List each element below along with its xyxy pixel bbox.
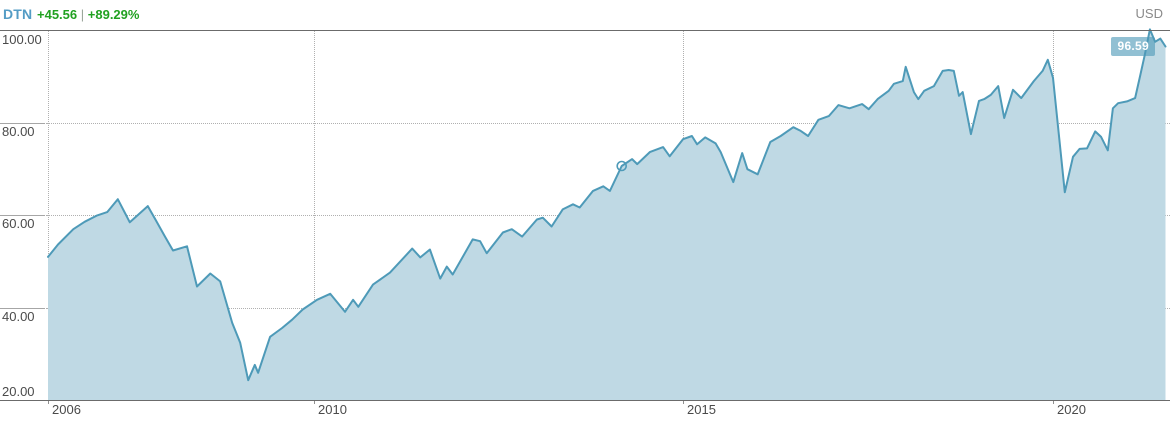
change-absolute: +45.56 <box>37 7 78 22</box>
price-axis-label: 80.00 <box>2 124 35 140</box>
time-axis-label: 2010 <box>318 402 347 417</box>
time-axis-label: 2006 <box>52 402 81 417</box>
price-gridline-segment <box>0 307 45 309</box>
price-axis-label: 40.00 <box>2 308 35 324</box>
time-axis-label: 2020 <box>1057 402 1086 417</box>
price-line <box>47 28 1167 382</box>
currency-label: USD <box>1135 6 1163 21</box>
price-gridline-segment <box>0 123 45 125</box>
year-gridline <box>314 30 315 400</box>
price-axis-label: 20.00 <box>2 384 35 399</box>
time-axis-line <box>0 400 1170 401</box>
ticker-symbol[interactable]: DTN <box>3 6 33 22</box>
year-gridline <box>48 30 49 400</box>
time-axis-label: 2015 <box>687 402 716 417</box>
price-gridline-segment <box>0 215 45 217</box>
pane-top-border <box>0 30 1170 31</box>
price-axis-label: 100.00 <box>2 31 42 47</box>
price-gridline <box>46 123 1170 125</box>
change-divider-bar: | <box>80 7 85 22</box>
price-axis-label: 60.00 <box>2 216 35 232</box>
year-tick <box>683 401 684 404</box>
data-point-marker[interactable] <box>616 160 628 172</box>
price-area-fill <box>48 29 1166 401</box>
change-percent: +89.29% <box>87 7 140 22</box>
year-tick <box>1053 401 1054 404</box>
last-price-badge: 96.59 <box>1111 37 1155 57</box>
price-change: +45.56 | +89.29% <box>37 7 139 22</box>
year-tick <box>314 401 315 404</box>
year-tick <box>48 401 49 404</box>
